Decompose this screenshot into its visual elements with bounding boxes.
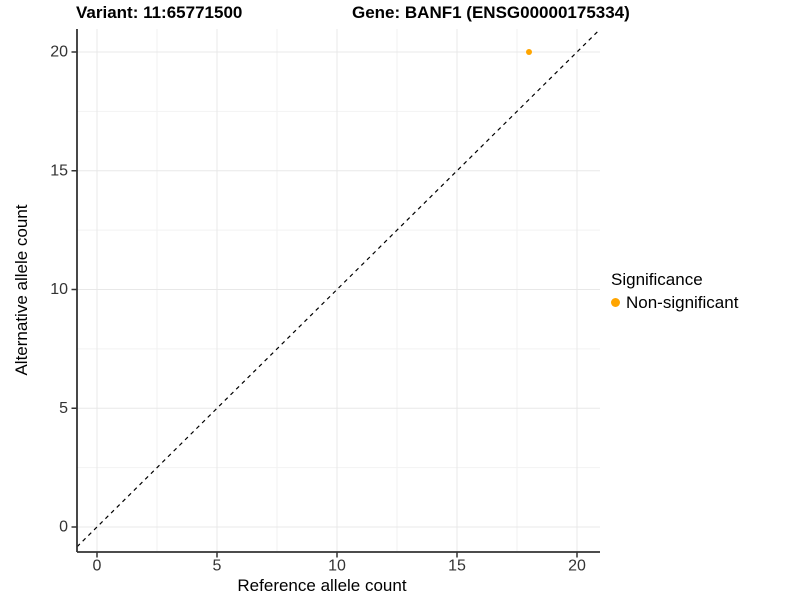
x-axis-title: Reference allele count [237, 576, 407, 595]
y-tick-label: 20 [50, 44, 68, 61]
x-tick-label: 5 [213, 557, 222, 574]
legend-title: Significance [611, 270, 703, 289]
variant-title: Variant: 11:65771500 [76, 3, 243, 22]
gene-title: Gene: BANF1 (ENSG00000175334) [352, 3, 630, 22]
legend-point-swatch [611, 298, 620, 307]
legend-item-label: Non-significant [626, 292, 739, 312]
legend-item: Non-significant [611, 293, 738, 312]
data-point [526, 49, 532, 55]
x-tick-label: 20 [568, 557, 586, 574]
y-tick-label: 10 [50, 281, 68, 298]
y-tick-label: 0 [59, 519, 68, 536]
x-tick-label: 10 [328, 557, 346, 574]
y-tick-label: 5 [59, 400, 68, 417]
x-tick-label: 0 [93, 557, 102, 574]
x-tick-label: 15 [448, 557, 466, 574]
y-axis-title: Alternative allele count [12, 204, 31, 376]
legend: Significance Non-significant [611, 270, 738, 312]
y-tick-label: 15 [50, 162, 68, 179]
identity-line [76, 28, 601, 548]
